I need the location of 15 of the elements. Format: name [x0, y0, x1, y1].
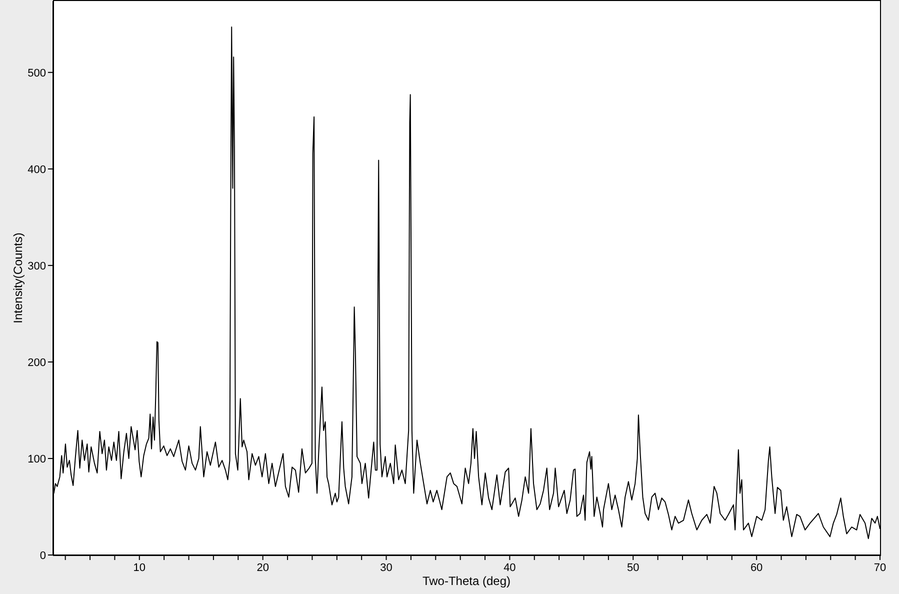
y-tick-label: 200	[28, 356, 46, 369]
x-tick-label: 70	[874, 562, 886, 574]
y-tick-label: 400	[28, 164, 46, 176]
y-axis-title: Intensity(Counts)	[11, 232, 25, 324]
y-tick-label: 300	[28, 260, 46, 272]
y-tick-label: 0	[40, 550, 46, 562]
x-tick-label: 50	[627, 562, 640, 574]
y-tick-label: 100	[28, 453, 46, 466]
x-tick-label: 10	[133, 562, 146, 574]
y-tick-label: 500	[28, 67, 46, 80]
x-axis-title: Two-Theta (deg)	[422, 574, 511, 588]
x-tick-label: 40	[504, 562, 516, 574]
x-tick-label: 60	[750, 562, 763, 574]
x-tick-label: 30	[380, 562, 392, 574]
x-tick-label: 20	[256, 562, 269, 574]
